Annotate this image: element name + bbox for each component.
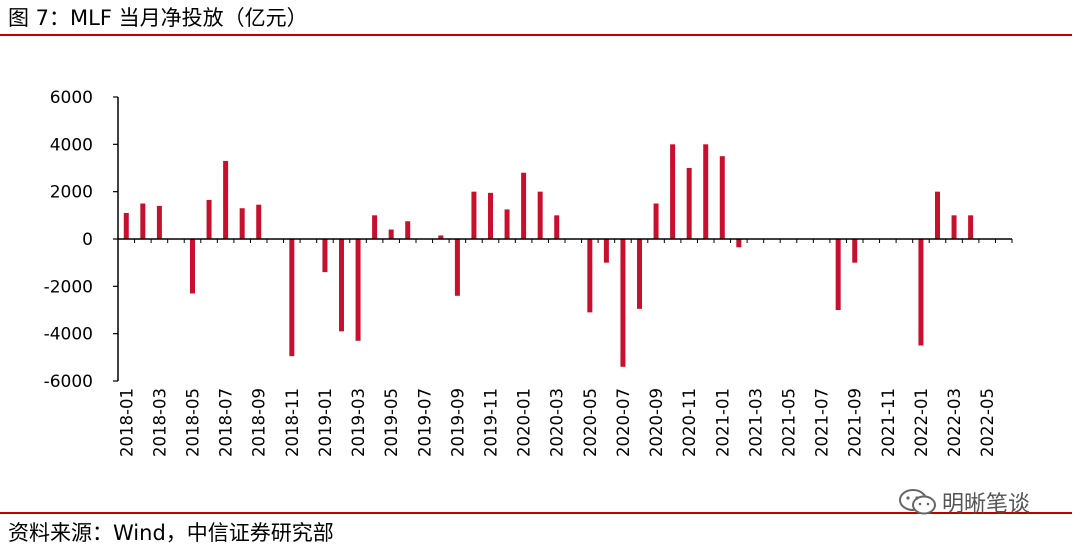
x-tick-label: 2020-03 — [548, 388, 567, 457]
bar — [935, 191, 940, 239]
bar — [504, 209, 510, 239]
bar — [670, 144, 676, 239]
bar — [256, 204, 262, 239]
x-tick-label: 2020-05 — [581, 388, 600, 457]
x-tick-label: 2020-09 — [647, 388, 666, 457]
watermark-text: 明晰笔谈 — [942, 492, 1031, 517]
x-tick-label: 2020-11 — [680, 388, 699, 457]
bar — [637, 239, 642, 309]
y-tick-label: -4000 — [44, 325, 93, 345]
y-tick-label: -6000 — [44, 372, 93, 392]
bar — [388, 229, 394, 239]
x-tick-label: 2021-05 — [780, 388, 799, 457]
bar — [289, 239, 295, 357]
x-tick-label: 2019-05 — [382, 388, 401, 457]
x-tick-label: 2022-01 — [912, 388, 931, 457]
x-tick-label: 2021-09 — [846, 388, 865, 457]
bar — [339, 239, 344, 332]
wechat-icon — [899, 489, 936, 515]
bar — [918, 239, 924, 346]
bar — [951, 215, 957, 239]
bar — [206, 199, 212, 239]
bar — [835, 239, 841, 310]
x-tick-label: 2019-03 — [349, 388, 368, 457]
bar — [239, 208, 245, 239]
bar — [190, 239, 195, 294]
bar — [686, 168, 692, 239]
bar — [223, 160, 229, 239]
bar — [653, 203, 659, 239]
y-tick-label: -2000 — [44, 277, 93, 297]
x-tick-label: 2018-09 — [250, 388, 269, 457]
x-tick-label: 2018-01 — [117, 388, 136, 457]
bar — [537, 191, 543, 239]
figure-title: 图 7：MLF 当月净投放（亿元） — [8, 6, 308, 30]
x-tick-label: 2020-01 — [515, 388, 534, 457]
bar — [355, 239, 361, 341]
bar — [438, 235, 444, 239]
x-tick-label: 2021-11 — [879, 388, 898, 457]
x-tick-label: 2018-07 — [217, 388, 236, 457]
bar — [968, 215, 974, 239]
x-tick-label: 2018-03 — [150, 388, 169, 457]
y-tick-label: 0 — [82, 230, 93, 250]
x-tick-label: 2021-03 — [746, 388, 765, 457]
y-tick-label: 2000 — [50, 183, 93, 203]
bar — [852, 239, 858, 263]
bar — [488, 192, 493, 239]
bar — [719, 156, 725, 239]
watermark: 明晰笔谈 — [898, 486, 1030, 518]
x-tick-label: 2022-05 — [978, 388, 997, 457]
bar — [554, 215, 560, 239]
bar — [454, 239, 460, 296]
x-tick-label: 2018-05 — [184, 388, 203, 457]
bar — [587, 239, 593, 313]
source-note: 资料来源：Wind，中信证券研究部 — [8, 521, 334, 545]
bar — [620, 239, 626, 367]
x-tick-label: 2021-07 — [813, 388, 832, 457]
title-rule — [0, 34, 1072, 36]
bar — [123, 212, 129, 239]
x-tick-label: 2019-11 — [482, 388, 501, 457]
bar — [156, 205, 162, 239]
bar — [372, 215, 378, 239]
bar — [703, 144, 709, 239]
bar — [405, 221, 411, 239]
bar — [521, 172, 527, 239]
bar — [140, 203, 146, 239]
bar — [471, 191, 477, 239]
x-tick-label: 2022-03 — [945, 388, 964, 457]
x-tick-label: 2019-01 — [316, 388, 335, 457]
bar — [322, 239, 328, 273]
source-rule — [0, 512, 1072, 514]
x-tick-label: 2019-07 — [415, 388, 434, 457]
x-tick-label: 2019-09 — [448, 388, 467, 457]
x-tick-label: 2021-01 — [713, 388, 732, 457]
x-tick-label: 2018-11 — [283, 388, 302, 457]
x-tick-label: 2020-07 — [614, 388, 633, 457]
y-tick-label: 4000 — [50, 135, 93, 155]
bar — [736, 239, 742, 248]
bar — [603, 239, 609, 263]
y-tick-label: 6000 — [50, 88, 93, 108]
